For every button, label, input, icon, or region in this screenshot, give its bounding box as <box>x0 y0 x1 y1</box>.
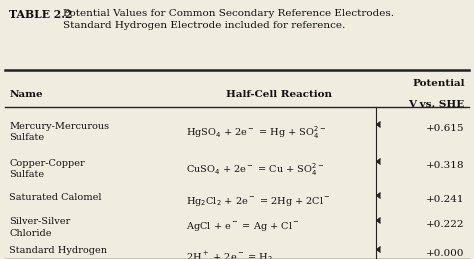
Text: HgSO$_4$ + 2e$^-$ = Hg + SO$_4^{2-}$: HgSO$_4$ + 2e$^-$ = Hg + SO$_4^{2-}$ <box>186 124 326 141</box>
Text: Potential Values for Common Secondary Reference Electrodes.
Standard Hydrogen El: Potential Values for Common Secondary Re… <box>63 9 394 30</box>
Text: 2H$^+$ + 2e$^-$ = H$_2$: 2H$^+$ + 2e$^-$ = H$_2$ <box>186 249 273 259</box>
Text: +0.615: +0.615 <box>426 124 465 133</box>
Text: +0.222: +0.222 <box>426 220 465 229</box>
Text: AgCl + e$^-$ = Ag + Cl$^-$: AgCl + e$^-$ = Ag + Cl$^-$ <box>186 220 300 233</box>
Text: Name: Name <box>9 90 43 99</box>
Text: Silver-Silver
Chloride: Silver-Silver Chloride <box>9 217 71 238</box>
Text: Mercury-Mercurous
Sulfate: Mercury-Mercurous Sulfate <box>9 122 109 142</box>
Text: Hg$_2$Cl$_2$ + 2e$^-$ = 2Hg + 2Cl$^-$: Hg$_2$Cl$_2$ + 2e$^-$ = 2Hg + 2Cl$^-$ <box>186 196 331 208</box>
Text: TABLE 2.2: TABLE 2.2 <box>9 9 73 20</box>
Text: Half-Cell Reaction: Half-Cell Reaction <box>226 90 332 99</box>
Text: Copper-Copper
Sulfate: Copper-Copper Sulfate <box>9 159 85 179</box>
Text: V vs. SHE: V vs. SHE <box>409 100 465 109</box>
Text: Standard Hydrogen: Standard Hydrogen <box>9 246 108 255</box>
Text: Saturated Calomel: Saturated Calomel <box>9 193 102 202</box>
Text: +0.318: +0.318 <box>426 161 465 170</box>
Text: Potential: Potential <box>412 79 465 88</box>
Text: CuSO$_4$ + 2e$^-$ = Cu + SO$_4^{2-}$: CuSO$_4$ + 2e$^-$ = Cu + SO$_4^{2-}$ <box>186 161 324 178</box>
Text: +0.000: +0.000 <box>426 249 465 258</box>
Text: +0.241: +0.241 <box>426 196 465 205</box>
